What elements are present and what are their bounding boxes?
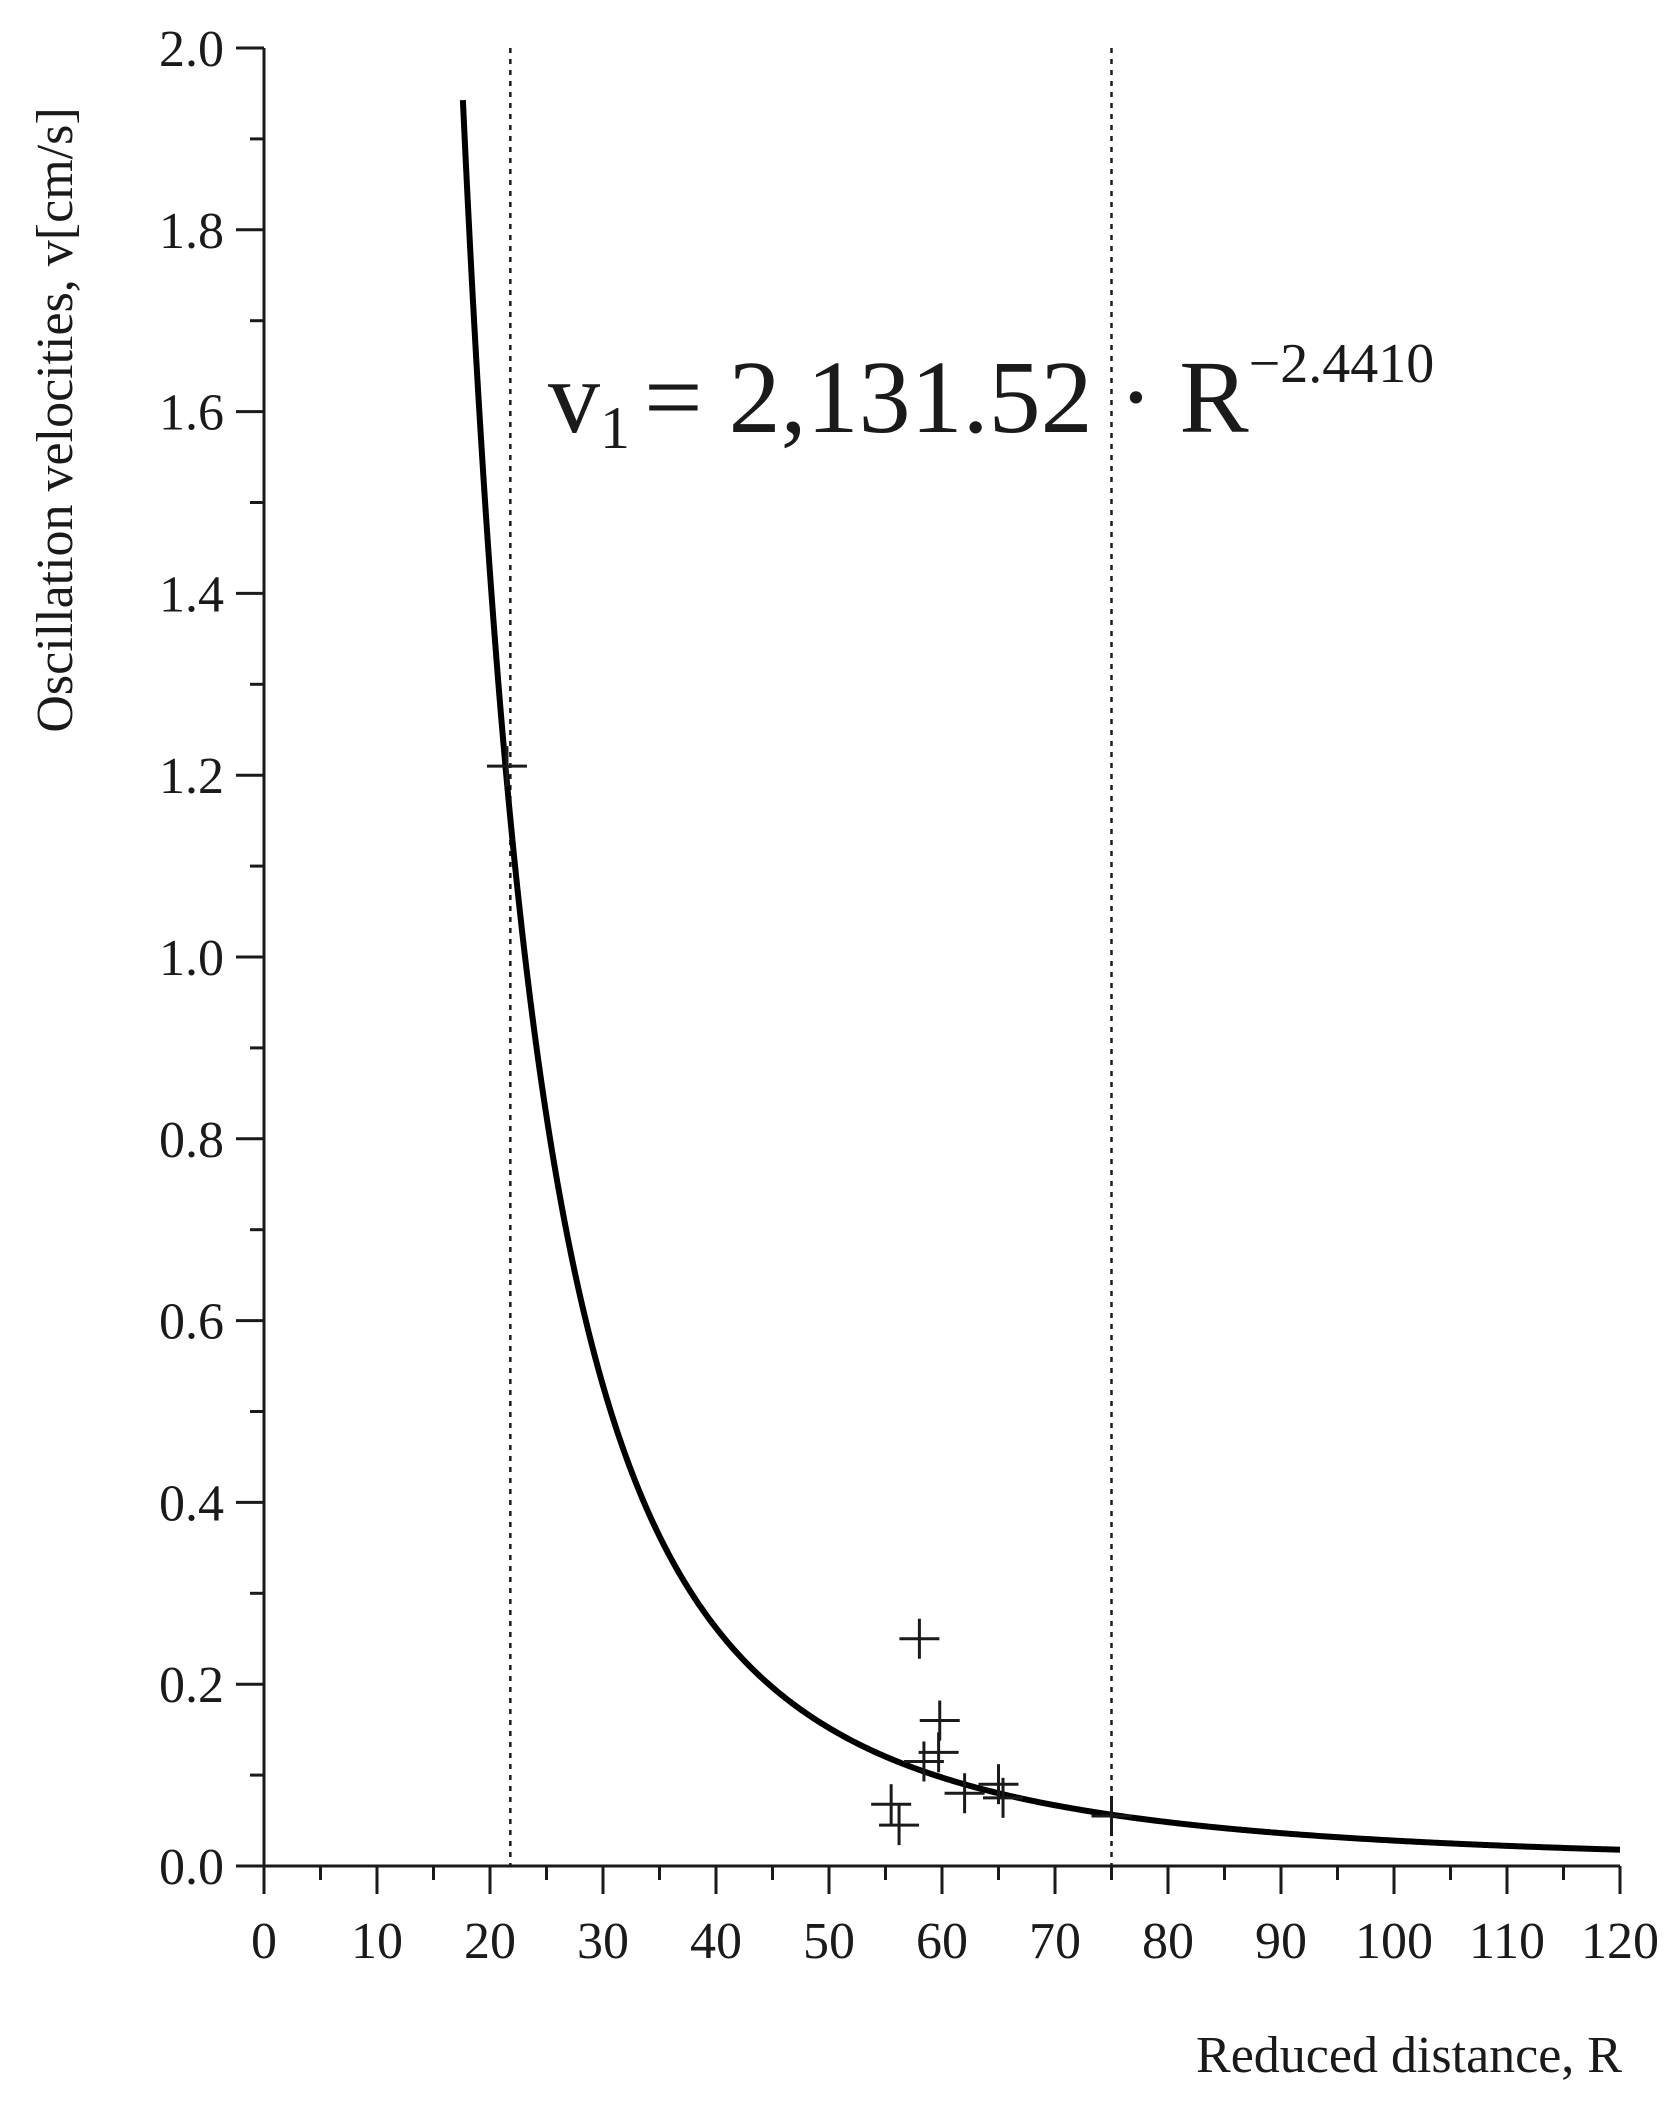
x-tick-label: 110 bbox=[1469, 1913, 1545, 1970]
equation-sup: −2.4410 bbox=[1249, 333, 1435, 395]
x-tick-label: 90 bbox=[1255, 1913, 1307, 1970]
data-point bbox=[879, 1805, 920, 1846]
data-point bbox=[486, 746, 527, 787]
y-tick-label: 0.6 bbox=[159, 1294, 224, 1351]
y-tick-label: 2.0 bbox=[159, 21, 224, 78]
data-point bbox=[944, 1773, 985, 1814]
y-tick-label: 0.2 bbox=[159, 1657, 224, 1714]
equation-sub: 1 bbox=[600, 395, 630, 461]
y-tick-label: 1.6 bbox=[159, 385, 224, 442]
data-point bbox=[1091, 1796, 1132, 1837]
y-tick-label: 0.4 bbox=[159, 1475, 224, 1532]
x-tick-label: 60 bbox=[916, 1913, 968, 1970]
x-tick-label: 70 bbox=[1029, 1913, 1081, 1970]
y-tick-label: 0.8 bbox=[159, 1112, 224, 1169]
fit-curve bbox=[459, 99, 1621, 1853]
x-tick-label: 30 bbox=[577, 1913, 629, 1970]
y-axis-label: Oscillation velocities, v[cm/s] bbox=[27, 107, 84, 732]
x-tick-label: 20 bbox=[464, 1913, 516, 1970]
fit-equation: v1 = 2,131.52 · R−2.4410 bbox=[548, 333, 1434, 461]
equation-var: v bbox=[548, 340, 600, 455]
x-tick-label: 120 bbox=[1581, 1913, 1659, 1970]
x-tick-label: 50 bbox=[803, 1913, 855, 1970]
x-tick-label: 0 bbox=[251, 1913, 277, 1970]
data-point bbox=[899, 1618, 940, 1659]
data-point bbox=[871, 1784, 912, 1825]
y-tick-label: 1.8 bbox=[159, 203, 224, 260]
y-ticks: 0.0 0.2 0.4 0.6 0.8 1.0 1.2 1.4 1.6 1.8 2.0 bbox=[159, 21, 264, 1896]
equation-rhs: = 2,131.52 · R bbox=[644, 340, 1249, 455]
y-tick-label: 1.0 bbox=[159, 930, 224, 987]
x-axis-label: Reduced distance, R bbox=[1196, 2027, 1622, 2084]
x-tick-label: 10 bbox=[351, 1913, 403, 1970]
data-points bbox=[486, 746, 1132, 1846]
y-tick-label: 1.2 bbox=[159, 748, 224, 805]
reference-lines bbox=[509, 48, 1113, 1866]
data-point bbox=[918, 1732, 959, 1773]
x-tick-label: 40 bbox=[690, 1913, 742, 1970]
x-ticks: 0 10 20 30 40 50 60 70 80 90 100 110 120 bbox=[251, 1866, 1659, 1970]
y-tick-label: 1.4 bbox=[159, 566, 224, 623]
data-point bbox=[983, 1777, 1024, 1818]
y-tick-label: 0.0 bbox=[159, 1839, 224, 1896]
x-tick-label: 80 bbox=[1142, 1913, 1194, 1970]
x-tick-label: 100 bbox=[1355, 1913, 1433, 1970]
axes bbox=[262, 48, 1620, 1868]
